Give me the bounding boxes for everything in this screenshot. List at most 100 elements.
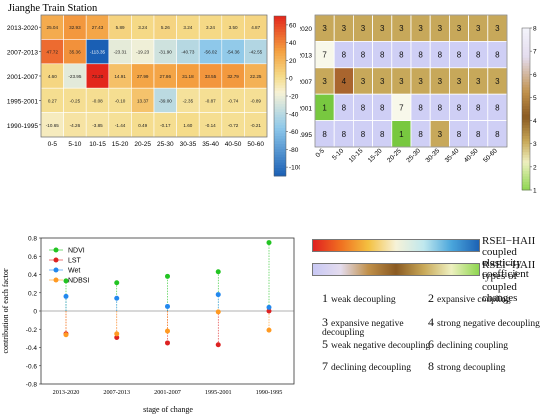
colorbar-segment [522,38,530,42]
cell-value: 3 [495,77,500,86]
colorbar-label: 20 [289,58,297,65]
col-label: 25-30 [405,147,422,164]
colorbar-segment [274,141,286,145]
legend-marker [53,267,59,273]
coupling-type-gradient-label: RSEI−HAII types of coupled changes [482,259,536,304]
cell-value: 3 [476,77,481,86]
cell-value: 14.91 [114,74,126,79]
code-item: 3 expansive negative decoupling [322,316,437,338]
colorbar-segment [522,92,530,96]
cell-value: -0.25 [70,98,81,103]
cell-value: 13.37 [137,98,149,103]
colorbar-segment [274,168,286,172]
colorbar-segment [274,101,286,105]
colorbar-segment [522,179,530,183]
legend-marker [53,257,59,263]
y-axis-label: contribution of each factor [1,268,10,353]
cell-value: 1.60 [183,123,192,128]
cell-value: 31.18 [182,74,194,79]
colorbar-label: 8 [533,26,537,33]
data-point [114,334,120,340]
cell-value: 8 [399,51,404,60]
cell-value: 8 [476,130,481,139]
cell-value: 3 [361,24,366,33]
row-label: 1995-2001 [7,98,38,105]
code-number: 5 [322,337,328,351]
coupling-type-gradient-bar [312,263,480,276]
colorbar-segment [522,157,530,161]
x-tick-label: 2007-2013 [103,389,130,396]
colorbar-segment [522,163,530,167]
cell-value: 1 [322,103,327,112]
colorbar-segment [522,141,530,145]
colorbar-segment [274,69,286,73]
cell-value: 8 [495,51,500,60]
colorbar-segment [522,130,530,134]
colorbar-segment [274,90,286,94]
colorbar-segment [274,146,286,150]
colorbar-segment [274,64,286,68]
cell-value: 8 [438,51,443,60]
colorbar-segment [522,106,530,110]
cell-value: 3 [380,24,385,33]
cell-value: 8 [476,51,481,60]
colorbar-segment [274,53,286,57]
colorbar-label: 4 [533,118,537,125]
colorbar-segment [274,138,286,142]
cell-value: 7 [399,103,404,112]
cell-value: -39.00 [159,98,172,103]
cell-value: 8 [361,51,366,60]
cell-value: 33.55 [205,74,217,79]
cell-value: 0.27 [48,98,57,103]
code-item: 7 declining decoupling [322,360,437,373]
cell-value: 8 [380,51,385,60]
cell-value: 73.20 [92,74,104,79]
code-description: expansive coupling [437,295,511,305]
colorbar-segment [274,21,286,25]
row-label: 2007-2013 [300,53,312,60]
cell-value: 4.87 [251,25,260,30]
col-label: 40-50 [463,147,480,164]
colorbar-segment [522,119,530,123]
data-point [215,342,221,348]
colorbar-segment [522,90,530,94]
colorbar-segment [274,61,286,65]
colorbar-segment [274,80,286,84]
colorbar-segment [522,146,530,150]
cell-value: -19.23 [136,50,149,55]
data-point [165,303,170,309]
colorbar-segment [522,60,530,64]
cell-value: 8 [380,130,385,139]
legend-marker [53,247,59,253]
colorbar-segment [522,152,530,156]
colorbar-segment [522,98,530,102]
colorbar-segment [522,76,530,80]
y-tick-label: -0.8 [26,382,38,389]
colorbar-segment [274,37,286,41]
colorbar-segment [274,112,286,116]
col-label: 20-25 [386,147,403,164]
colorbar-segment [522,117,530,121]
colorbar-segment [522,173,530,177]
y-tick-label: -0.4 [26,345,38,352]
data-point [114,280,120,286]
col-label: 25-30 [157,141,174,148]
heatmap-title: Jianghe Train Station [8,3,98,14]
colorbar-segment [274,82,286,86]
colorbar-segment [522,138,530,142]
cell-value: 5.89 [116,25,125,30]
cell-value: 3.24 [183,25,192,30]
colorbar-segment [522,36,530,40]
colorbar-label: -80 [289,147,299,154]
cell-value: 1 [399,130,404,139]
cell-value: -4.26 [70,123,81,128]
cell-value: 3 [438,24,443,33]
cell-value: -0.89 [250,98,261,103]
row-label: 2013-2020 [300,26,312,33]
colorbar-segment [274,106,286,110]
colorbar-segment [274,26,286,30]
colorbar-segment [522,149,530,153]
cell-value: 8 [361,130,366,139]
colorbar-segment [522,154,530,158]
colorbar-segment [522,136,530,140]
